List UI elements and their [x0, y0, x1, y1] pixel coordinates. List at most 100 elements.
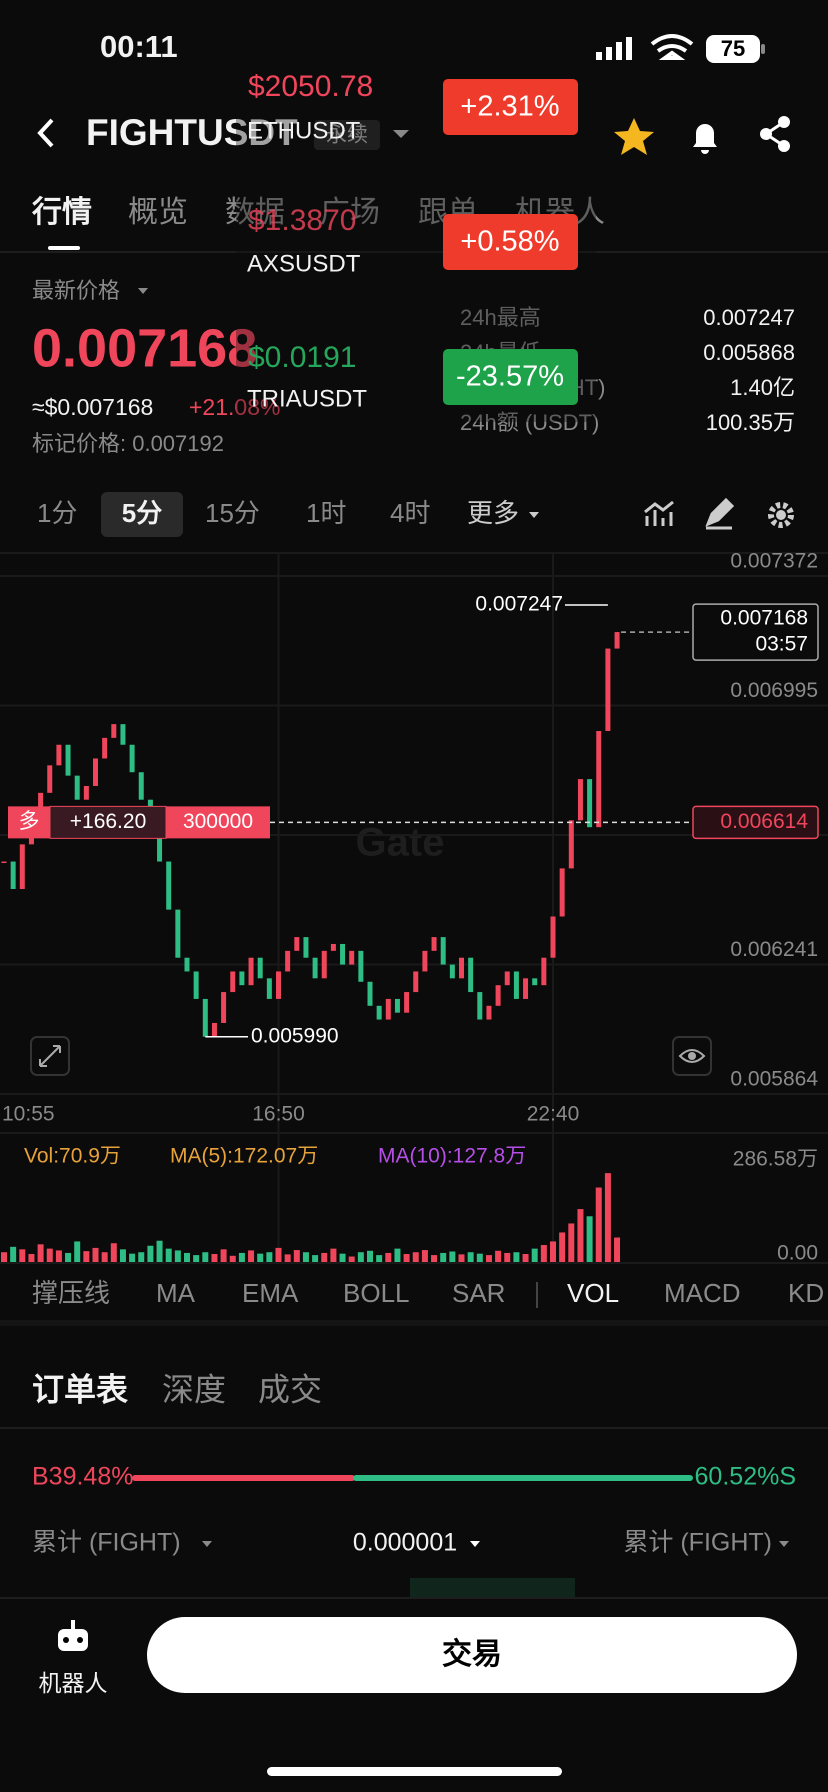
volume-bar — [257, 1253, 264, 1263]
candle — [504, 971, 510, 986]
volume-bar — [193, 1255, 200, 1263]
interval[interactable]: 15分 — [205, 498, 260, 528]
candle — [285, 950, 291, 972]
candle — [111, 724, 117, 738]
volume-bar — [614, 1237, 621, 1263]
volume-bar — [522, 1254, 529, 1263]
trade-label[interactable]: 交易 — [442, 1637, 502, 1671]
volume-bar — [431, 1255, 438, 1263]
symbol-dropdown[interactable] — [393, 130, 409, 138]
tab[interactable]: 概览 — [128, 196, 188, 229]
last-price: 0.007168 — [32, 318, 257, 378]
ticker-symbol: ETHUSDT — [247, 117, 361, 144]
y-tick-label: 0.006995 — [730, 679, 818, 702]
volume-bar — [284, 1254, 291, 1263]
volume-bar — [485, 1255, 492, 1263]
volume-bar — [46, 1248, 53, 1263]
column-header: 累计 (FIGHT) — [32, 1529, 181, 1557]
indicator-tab[interactable]: 撑压线 — [32, 1278, 110, 1308]
expand-button[interactable] — [30, 1036, 70, 1076]
candle — [65, 744, 71, 776]
interval[interactable]: 更多 — [467, 498, 519, 528]
ma10-label: MA(10):127.8万 — [378, 1145, 526, 1168]
candle — [577, 779, 583, 821]
stat-value: 100.35万 — [706, 410, 795, 435]
indicator-tab[interactable]: MACD — [664, 1278, 741, 1308]
contract-type: 永续 — [326, 124, 368, 147]
status-time: 00:11 — [100, 29, 178, 64]
column-dropdown[interactable] — [202, 1541, 212, 1547]
volume-tick-label: 286.58万 — [733, 1148, 818, 1171]
candle — [321, 950, 327, 979]
battery-level: 75 — [721, 36, 745, 61]
candle — [468, 957, 474, 993]
interval[interactable]: 1分 — [37, 498, 77, 528]
volume-bar — [55, 1250, 62, 1263]
volume-bar — [577, 1209, 584, 1263]
orderbook-tab[interactable]: 成交 — [258, 1371, 322, 1407]
volume-bar — [1, 1252, 7, 1263]
alert-bell[interactable] — [693, 124, 717, 154]
indicator-tab[interactable]: MA — [156, 1278, 196, 1308]
more-dropdown[interactable] — [529, 512, 539, 518]
y-tick-label: 0.006241 — [730, 938, 818, 961]
favorite-star[interactable] — [614, 118, 654, 155]
settings-icon[interactable] — [768, 502, 794, 528]
robot-label[interactable]: 机器人 — [39, 1670, 108, 1696]
price-dropdown[interactable] — [138, 288, 148, 294]
contract-badge — [314, 120, 380, 150]
candle — [83, 785, 89, 800]
share-icon[interactable] — [760, 116, 790, 152]
volume-bar — [440, 1252, 447, 1263]
draw-icon[interactable] — [705, 497, 735, 530]
precision-dropdown[interactable] — [470, 1541, 480, 1547]
volume-bar — [101, 1252, 108, 1263]
current-price-box — [692, 603, 819, 661]
candle — [495, 985, 501, 1006]
volume-bar — [449, 1251, 456, 1263]
indicator-tab[interactable]: SAR — [452, 1278, 505, 1308]
y-tick-label: 0.005864 — [730, 1068, 818, 1091]
visibility-button[interactable] — [672, 1036, 712, 1076]
volume-bar — [421, 1250, 428, 1263]
volume-bar — [403, 1254, 410, 1263]
interval[interactable]: 4时 — [390, 498, 430, 528]
trade-button[interactable] — [147, 1617, 797, 1693]
vol-label: Vol:70.9万 — [24, 1145, 121, 1168]
symbol-title[interactable]: FIGHTUSDT — [86, 112, 298, 153]
volume-bar — [248, 1250, 255, 1263]
robot-icon[interactable] — [58, 1620, 88, 1651]
indicator-tab[interactable]: BOLL — [343, 1278, 410, 1308]
candle — [239, 971, 245, 986]
indicator-icon[interactable] — [644, 500, 674, 526]
candle — [559, 868, 565, 917]
column-dropdown[interactable] — [779, 1541, 789, 1547]
candle — [211, 1022, 217, 1037]
candle — [532, 978, 538, 986]
ticker-change: -23.57% — [456, 361, 564, 393]
orderbook-tab[interactable]: 深度 — [162, 1371, 226, 1407]
candle — [330, 943, 336, 951]
tab[interactable]: 数据 — [225, 196, 285, 229]
orderbook-tab[interactable]: 订单表 — [32, 1371, 128, 1407]
back-button[interactable] — [37, 118, 54, 148]
tab[interactable]: 广场 — [320, 196, 380, 229]
indicator-tab[interactable]: VOL — [567, 1278, 619, 1308]
interval[interactable]: 5分 — [122, 498, 162, 528]
candle — [422, 950, 428, 972]
indicator-tab[interactable]: EMA — [242, 1278, 299, 1308]
indicator-tab[interactable]: KD — [788, 1278, 824, 1308]
interval-selected — [101, 492, 183, 537]
precision[interactable]: 0.000001 — [353, 1529, 457, 1557]
candle — [614, 632, 620, 649]
candle — [93, 758, 98, 786]
candle — [1, 861, 7, 864]
tab[interactable]: 行情 — [31, 196, 92, 229]
battery-tip — [761, 44, 765, 54]
interval[interactable]: 1时 — [306, 498, 346, 528]
sell-ratio-label: 60.52%S — [695, 1463, 796, 1491]
position-size: 300000 — [183, 810, 253, 833]
volume-bar — [540, 1245, 547, 1263]
candle — [221, 992, 227, 1023]
candle — [294, 937, 300, 951]
